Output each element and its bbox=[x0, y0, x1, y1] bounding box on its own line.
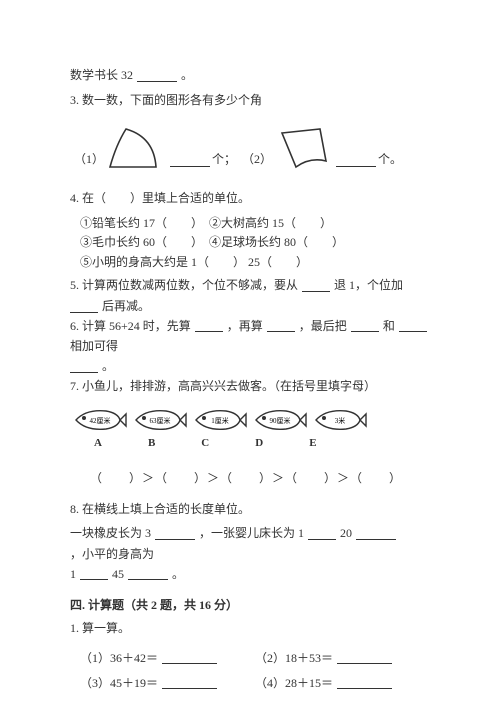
q8-g: 。 bbox=[172, 566, 184, 583]
q8-a: 一块橡皮长为 3 bbox=[70, 525, 151, 542]
q3-right-prefix: （2） bbox=[242, 150, 272, 167]
blank[interactable] bbox=[162, 651, 217, 664]
calc-item: （3）45＋19＝ bbox=[80, 674, 255, 691]
q8-b: ，一张婴儿床长为 1 bbox=[199, 525, 304, 542]
q3-stem: 3. 数一数，下面的图形各有多少个角 bbox=[70, 91, 430, 110]
q4-l2: ③毛巾长约 60（ ） ④足球场长约 80（ ） bbox=[80, 234, 430, 251]
calc-item: （2）18＋53＝ bbox=[255, 649, 430, 666]
q6-a: 6. 计算 56+24 时，先算 bbox=[70, 318, 191, 335]
svg-text:1厘米: 1厘米 bbox=[211, 416, 229, 425]
blank[interactable] bbox=[351, 319, 379, 332]
blank[interactable] bbox=[155, 527, 195, 540]
calc-item: （1）36＋42＝ bbox=[80, 649, 255, 666]
shape-quad bbox=[272, 123, 332, 173]
q4-stem: 4. 在（ ）里填上合适的单位。 bbox=[70, 189, 430, 208]
q6-e: 相加可得 bbox=[70, 338, 118, 355]
q6-c: ，最后把 bbox=[299, 318, 347, 335]
q8-f: 45 bbox=[112, 566, 124, 583]
blank[interactable] bbox=[137, 69, 177, 82]
q4-l3: ⑤小明的身高大约是 1（ ） 25（ ） bbox=[80, 254, 430, 271]
q8-d: ，小平的身高为 bbox=[70, 546, 154, 563]
q5-b: 退 1，个位加 bbox=[334, 277, 403, 294]
calc-item: （4）28＋15＝ bbox=[255, 674, 430, 691]
section-4-title: 四. 计算题（共 2 题，共 16 分） bbox=[70, 596, 430, 613]
shape-fan bbox=[104, 123, 166, 173]
q5-c: 后再减。 bbox=[102, 298, 150, 315]
blank[interactable] bbox=[162, 676, 217, 689]
svg-text:42厘米: 42厘米 bbox=[90, 416, 111, 425]
blank[interactable] bbox=[337, 651, 392, 664]
q3-left-prefix: （1） bbox=[74, 150, 104, 167]
blank[interactable] bbox=[308, 527, 336, 540]
blank[interactable] bbox=[267, 319, 295, 332]
blank[interactable] bbox=[70, 300, 98, 313]
sec4-q1: 1. 算一算。 bbox=[70, 619, 430, 638]
fish-icon: 42厘米 bbox=[72, 407, 128, 433]
fish-letters: A B C D E bbox=[94, 437, 430, 449]
q6-d: 和 bbox=[383, 318, 395, 335]
prev-line-suffix: 。 bbox=[181, 66, 193, 85]
blank[interactable] bbox=[302, 279, 330, 292]
blank[interactable] bbox=[170, 154, 210, 167]
q8-stem: 8. 在横线上填上合适的长度单位。 bbox=[70, 500, 430, 519]
blank[interactable] bbox=[399, 319, 427, 332]
calc-grid: （1）36＋42＝ （2）18＋53＝ （3）45＋19＝ （4）28＋15＝ bbox=[80, 645, 430, 695]
svg-text:3米: 3米 bbox=[335, 416, 346, 425]
q8-e: 1 bbox=[70, 566, 76, 583]
svg-text:63厘米: 63厘米 bbox=[150, 416, 171, 425]
blank[interactable] bbox=[356, 527, 396, 540]
q3-figures: （1） 个； （2） 个。 bbox=[74, 120, 430, 175]
blank[interactable] bbox=[80, 567, 108, 580]
blank[interactable] bbox=[128, 567, 168, 580]
q3-left-suffix: 个； bbox=[212, 150, 236, 167]
q6-b: ，再算 bbox=[227, 318, 263, 335]
q3-right-suffix: 个。 bbox=[378, 150, 402, 167]
blank[interactable] bbox=[337, 676, 392, 689]
blank[interactable] bbox=[195, 319, 223, 332]
q7-compare[interactable]: （ ）＞（ ）＞（ ）＞（ ）＞（ ） bbox=[90, 469, 430, 486]
q5-a: 5. 计算两位数减两位数，个位不够减，要从 bbox=[70, 277, 298, 294]
prev-line-text: 数学书长 32 bbox=[70, 66, 133, 85]
blank[interactable] bbox=[70, 360, 98, 373]
q7-stem: 7. 小鱼儿，排排游，高高兴兴去做客。（在括号里填字母） bbox=[70, 378, 430, 395]
q4-l1: ①铅笔长约 17（ ） ②大树高约 15（ ） bbox=[80, 215, 430, 232]
fish-icon: 90厘米 bbox=[252, 407, 308, 433]
svg-text:90厘米: 90厘米 bbox=[270, 416, 291, 425]
q8-c: 20 bbox=[340, 525, 352, 542]
fish-icon: 1厘米 bbox=[192, 407, 248, 433]
fish-icon: 63厘米 bbox=[132, 407, 188, 433]
fish-row: 42厘米 63厘米 1厘米 90厘米 3米 bbox=[72, 407, 430, 433]
blank[interactable] bbox=[336, 154, 376, 167]
fish-icon: 3米 bbox=[312, 407, 368, 433]
